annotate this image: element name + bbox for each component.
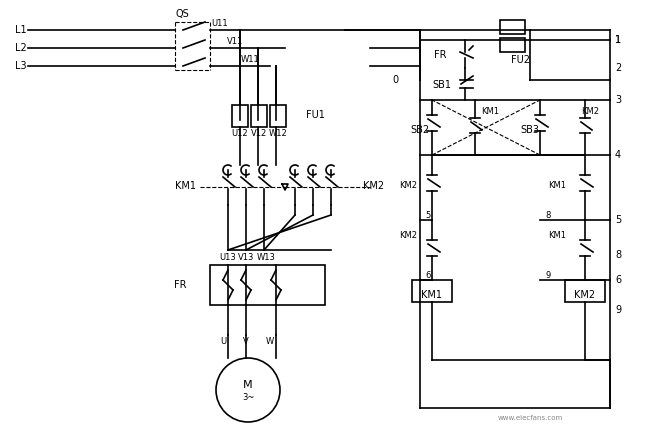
Text: V: V [243,338,249,347]
Text: KM1: KM1 [481,108,499,117]
Text: 8: 8 [615,250,621,260]
Text: L1: L1 [15,25,27,35]
Bar [251,105,267,127]
Text: KM1: KM1 [548,181,566,190]
Text: 3~: 3~ [242,393,254,402]
Text: KM2: KM2 [399,230,417,240]
Text: 6: 6 [425,270,431,280]
Text: www.elecfans.com: www.elecfans.com [498,415,562,421]
Text: KM2: KM2 [581,108,599,117]
Text: KM1: KM1 [175,181,196,191]
Text: 0: 0 [392,75,398,85]
Text: 9: 9 [546,270,551,280]
Text: M: M [243,380,253,390]
Text: SB3: SB3 [520,125,539,135]
Bar [500,20,525,34]
Bar [500,38,525,52]
Text: U13: U13 [220,254,237,262]
Text: 8: 8 [546,211,551,219]
Text: 1: 1 [615,35,621,45]
Text: U: U [220,338,226,347]
Bar [412,280,452,302]
Text: 2: 2 [615,63,621,73]
Text: SB1: SB1 [432,80,451,90]
Text: 6: 6 [615,275,621,285]
Text: KM2: KM2 [399,181,417,190]
Text: 5: 5 [615,215,621,225]
Text: 3: 3 [615,95,621,105]
Text: V13: V13 [238,254,254,262]
Text: W12: W12 [269,129,287,138]
Text: W: W [266,338,274,347]
Text: SB2: SB2 [410,125,429,135]
Text: KM2: KM2 [574,290,596,300]
Text: KM1: KM1 [548,230,566,240]
Text: 9: 9 [615,305,621,315]
Bar [565,280,605,302]
Text: QS: QS [175,9,189,19]
Bar [232,105,248,127]
Text: KM1: KM1 [421,290,443,300]
Text: 4: 4 [615,150,621,160]
Text: L2: L2 [15,43,27,53]
Text: FR: FR [434,50,446,60]
Text: L3: L3 [15,61,27,71]
Text: 1: 1 [615,35,621,45]
Text: KM2: KM2 [363,181,384,191]
Text: U12: U12 [232,129,248,138]
Text: FR: FR [174,280,186,290]
Text: FU1: FU1 [306,110,325,120]
Text: FU2: FU2 [511,55,529,65]
Text: W11: W11 [240,55,259,64]
Bar [270,105,286,127]
Text: W13: W13 [257,254,275,262]
Text: U11: U11 [212,19,228,28]
Bar [210,265,325,305]
Text: 5: 5 [425,211,431,219]
Text: V11: V11 [227,37,243,46]
Text: V12: V12 [251,129,267,138]
